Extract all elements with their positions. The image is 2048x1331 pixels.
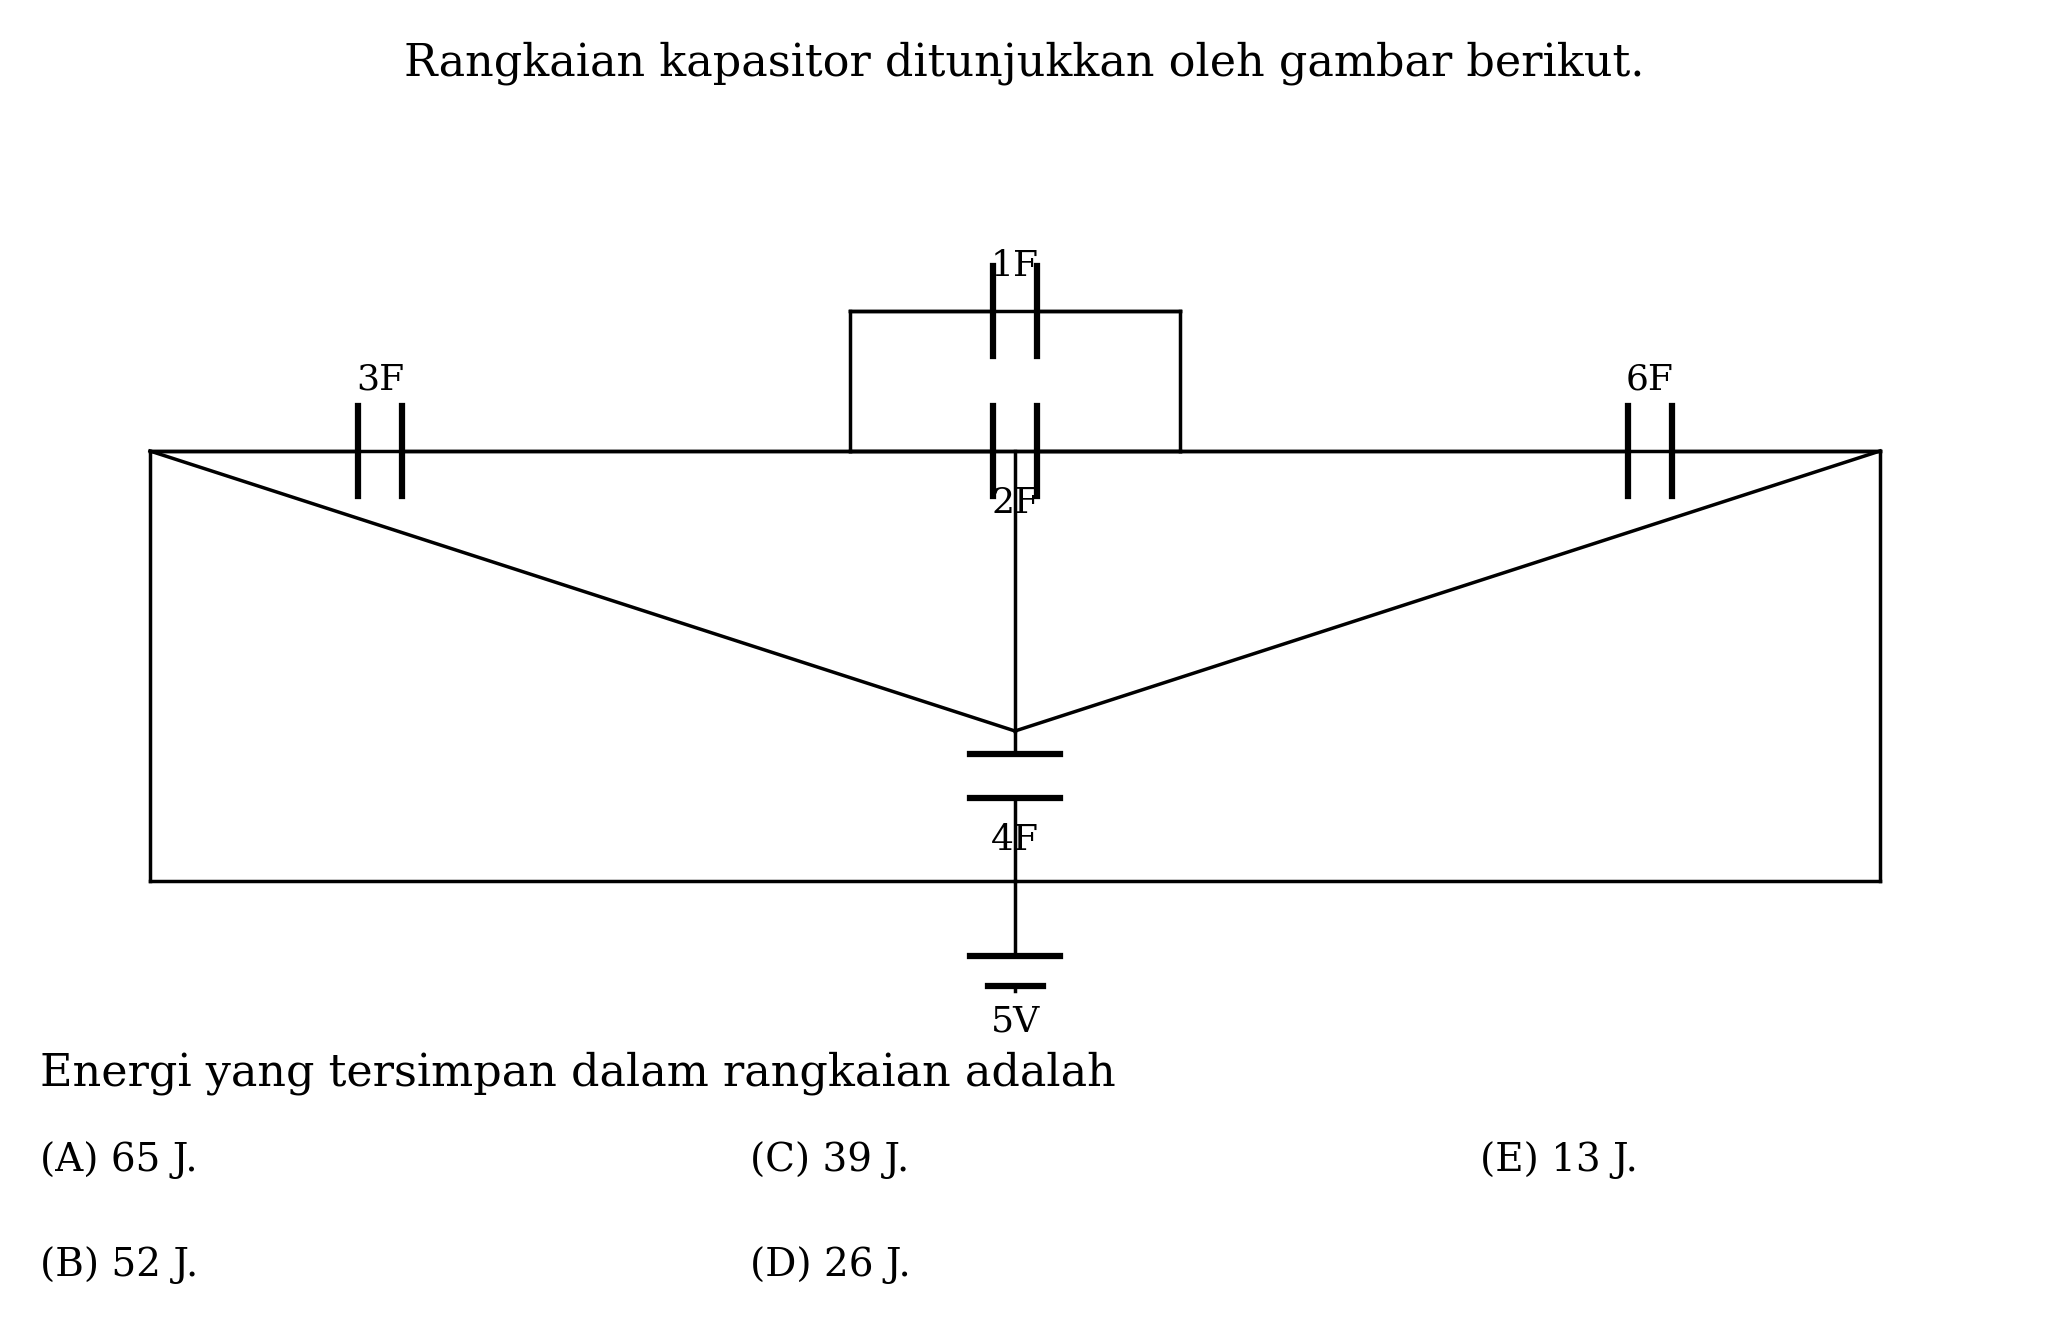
- Text: 6F: 6F: [1626, 362, 1673, 397]
- Text: 5V: 5V: [991, 1004, 1040, 1038]
- Text: Energi yang tersimpan dalam rangkaian adalah: Energi yang tersimpan dalam rangkaian ad…: [41, 1051, 1116, 1094]
- Text: Rangkaian kapasitor ditunjukkan oleh gambar berikut.: Rangkaian kapasitor ditunjukkan oleh gam…: [403, 41, 1645, 85]
- Text: 4F: 4F: [991, 823, 1038, 857]
- Text: (C) 39 J.: (C) 39 J.: [750, 1141, 909, 1179]
- Text: (E) 13 J.: (E) 13 J.: [1481, 1141, 1638, 1179]
- Text: (B) 52 J.: (B) 52 J.: [41, 1246, 199, 1284]
- Text: (D) 26 J.: (D) 26 J.: [750, 1246, 911, 1284]
- Text: 2F: 2F: [991, 486, 1038, 520]
- Text: 1F: 1F: [991, 249, 1038, 284]
- Text: (A) 65 J.: (A) 65 J.: [41, 1141, 197, 1179]
- Text: 3F: 3F: [356, 362, 403, 397]
